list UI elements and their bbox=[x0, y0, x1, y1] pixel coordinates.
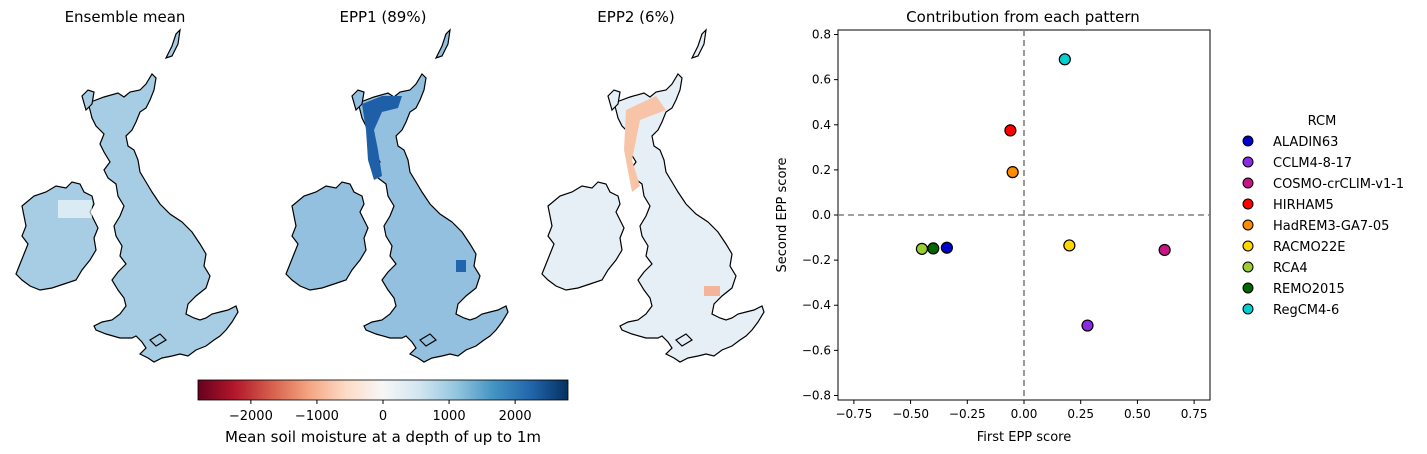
legend-marker bbox=[1242, 261, 1254, 273]
map-title: Ensemble mean bbox=[65, 8, 186, 26]
y-tick-label: 0.6 bbox=[812, 73, 831, 87]
y-tick-label: 0.8 bbox=[812, 28, 831, 42]
legend-label: RCA4 bbox=[1273, 261, 1308, 276]
scatter-chart: Contribution from each pattern −0.75 −0.5… bbox=[775, 8, 1211, 445]
x-tick-label: 0.00 bbox=[1011, 407, 1038, 421]
colorbar: −2000 −1000 0 1000 2000 Mean soil moisture a… bbox=[197, 379, 569, 446]
legend-marker bbox=[1242, 156, 1254, 168]
y-tick-label: −0.6 bbox=[802, 343, 831, 357]
data-point bbox=[1058, 53, 1071, 66]
legend-label: REMO2015 bbox=[1273, 282, 1345, 297]
y-tick-label: 0.0 bbox=[812, 208, 831, 222]
legend-label: HadREM3-GA7-05 bbox=[1273, 219, 1389, 234]
colorbar-label: Mean soil moisture at a depth of up to 1… bbox=[225, 428, 541, 446]
legend-label: CCLM4-8-17 bbox=[1273, 156, 1352, 171]
data-point bbox=[915, 242, 929, 255]
legend-label: COSMO-crCLIM-v1-1 bbox=[1273, 177, 1404, 192]
colorbar-tick-label: −2000 bbox=[229, 409, 273, 424]
x-tick-label: 0.75 bbox=[1181, 407, 1208, 421]
y-tick-label: 0.2 bbox=[812, 163, 831, 177]
data-point bbox=[1081, 319, 1094, 332]
y-tick-label: −0.4 bbox=[802, 298, 831, 312]
legend-marker bbox=[1242, 177, 1254, 189]
legend-label: HIRHAM5 bbox=[1273, 198, 1334, 213]
legend-title: RCM bbox=[1308, 114, 1337, 129]
data-point bbox=[1004, 124, 1017, 137]
y-tick-label: −0.8 bbox=[802, 388, 831, 402]
colorbar-tick-label: 2000 bbox=[499, 409, 532, 424]
colorbar-tick-label: 1000 bbox=[433, 409, 466, 424]
x-tick-label: −0.75 bbox=[835, 407, 872, 421]
y-tick-label: 0.4 bbox=[812, 118, 831, 132]
x-tick-label: 0.50 bbox=[1124, 407, 1151, 421]
legend-marker bbox=[1242, 282, 1254, 294]
data-point bbox=[1063, 239, 1076, 252]
legend-marker bbox=[1242, 198, 1254, 210]
legend: RCM ALADIN63 CCLM4-8-17 COSMO-crCLIM-v1-1 H… bbox=[1242, 114, 1404, 318]
chart-title: Contribution from each pattern bbox=[906, 8, 1140, 26]
legend-marker bbox=[1242, 219, 1254, 231]
y-axis-label: Second EPP score bbox=[775, 158, 790, 273]
legend-label: ALADIN63 bbox=[1273, 135, 1338, 150]
map-title: EPP1 (89%) bbox=[340, 8, 427, 26]
data-point bbox=[940, 241, 953, 254]
data-point bbox=[1006, 166, 1019, 179]
map-title: EPP2 (6%) bbox=[597, 8, 674, 26]
data-point bbox=[927, 242, 940, 255]
x-tick-label: 0.25 bbox=[1067, 407, 1094, 421]
map-ensemble-mean: Ensemble mean bbox=[15, 8, 239, 363]
legend-marker bbox=[1242, 135, 1254, 147]
colorbar-tick-label: 0 bbox=[379, 409, 387, 424]
y-tick-label: −0.2 bbox=[802, 253, 831, 267]
legend-label: RegCM4-6 bbox=[1273, 303, 1339, 318]
x-tick-label: −0.50 bbox=[892, 407, 929, 421]
colorbar-gradient bbox=[197, 379, 569, 401]
map-epp2: EPP2 (6%) bbox=[541, 8, 765, 363]
legend-marker bbox=[1242, 240, 1254, 252]
data-point bbox=[1158, 243, 1171, 257]
x-axis-label: First EPP score bbox=[977, 430, 1071, 445]
colorbar-tick-label: −1000 bbox=[295, 409, 339, 424]
map-epp1: EPP1 (89%) bbox=[285, 8, 509, 363]
x-tick-label: −0.25 bbox=[949, 407, 986, 421]
legend-label: RACMO22E bbox=[1273, 240, 1345, 255]
legend-marker bbox=[1242, 303, 1254, 315]
